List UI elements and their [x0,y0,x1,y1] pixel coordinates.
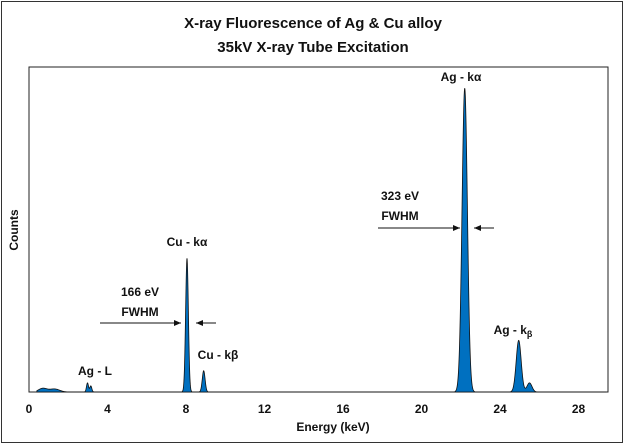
plot-area [28,66,609,393]
x-tick-label: 16 [336,402,350,416]
cu-fwhm-value: 166 eV [121,285,159,299]
annotation-ag-kb: Ag - kβ [494,323,533,339]
x-tick-label: 8 [183,402,190,416]
cu-fwhm-label: FWHM [121,305,158,319]
x-tick-label: 24 [493,402,507,416]
x-axis-label: Energy (keV) [296,420,369,434]
ag-fwhm-value: 323 eV [381,189,419,203]
annotation-cu-ka: Cu - kα [167,235,208,249]
chart-subtitle: 35kV X-ray Tube Excitation [217,39,408,56]
spectrum-area [36,88,607,393]
annotation-ag-ka: Ag - kα [441,70,482,84]
ag-fwhm-label: FWHM [381,209,418,223]
annotation-ag-l: Ag - L [78,364,112,378]
x-tick-label: 4 [104,402,111,416]
annotation-cu-kb: Cu - kβ [198,348,239,362]
x-tick-label: 20 [415,402,429,416]
x-tick-label: 28 [572,402,586,416]
x-tick-label: 0 [26,402,33,416]
y-axis-label: Counts [7,209,21,251]
chart-title: X-ray Fluorescence of Ag & Cu alloy [184,15,442,32]
x-tick-label: 12 [258,402,272,416]
